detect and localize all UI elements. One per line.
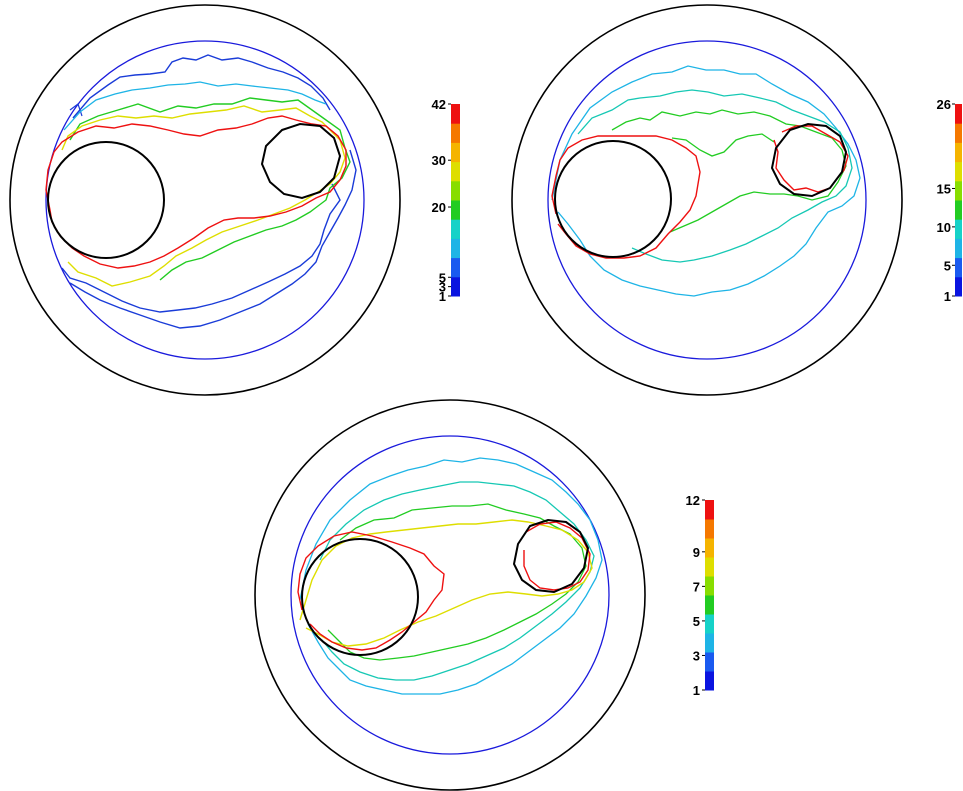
- colorbar-tick-label: 10: [937, 220, 951, 235]
- colorbar-segment: [451, 238, 460, 259]
- domain-boundary: [547, 40, 867, 360]
- colorbar-segment: [955, 276, 962, 297]
- contour-line-teal: [319, 481, 595, 681]
- colorbar-bottom: 12 9 7 5 3 1: [686, 493, 714, 698]
- panel-top-left: [9, 4, 401, 396]
- colorbar-tick-label: 1: [439, 289, 446, 304]
- colorbar-tick-label: 5: [693, 614, 700, 629]
- contour-line-blue: [69, 149, 357, 329]
- colorbar-tick-label: 26: [937, 97, 951, 112]
- colorbar-segment: [451, 123, 460, 143]
- contour-line-cyan: [551, 65, 861, 297]
- contour-line-red: [45, 115, 347, 269]
- contour-line-blue: [61, 183, 341, 313]
- contour-line-green: [327, 503, 587, 661]
- colorbar-segment: [705, 519, 714, 539]
- colorbar-top-left: 42 30 20 531: [432, 97, 460, 304]
- colorbar-tick-label: 1: [693, 683, 700, 698]
- colorbar-tick-label: 3: [439, 280, 446, 295]
- colorbar-tick-label: 12: [686, 493, 700, 508]
- colorbar-segment: [705, 538, 714, 558]
- contour-line-red: [551, 135, 701, 259]
- colorbar-segment: [705, 500, 714, 520]
- colorbar-segment: [705, 576, 714, 596]
- colorbar-segment: [955, 219, 962, 239]
- colorbar-segment: [705, 633, 714, 653]
- colorbar-tick-label: 20: [432, 200, 446, 215]
- colorbar-tick-label: 9: [693, 545, 700, 560]
- colorbar-segment: [451, 142, 460, 163]
- colorbar-segment: [955, 123, 962, 143]
- small-obstacle: [770, 122, 848, 198]
- colorbar-segment: [451, 276, 460, 297]
- large-obstacle: [301, 538, 419, 656]
- contour-line-cyan: [299, 457, 603, 695]
- contour-line-green: [69, 97, 351, 281]
- colorbar-segment: [451, 104, 460, 124]
- colorbar-segment: [451, 257, 460, 278]
- colorbar-segment: [955, 104, 962, 124]
- colorbar-segment: [955, 142, 962, 163]
- colorbar-segment: [705, 595, 714, 615]
- colorbar-tick-label: 5: [944, 258, 951, 273]
- colorbar-tick-label: 1: [944, 289, 951, 304]
- colorbar-segment: [705, 671, 714, 691]
- outer-ring: [511, 4, 903, 396]
- colorbar-segment: [955, 180, 962, 201]
- contour-line-red: [297, 531, 445, 651]
- colorbar-segment: [451, 161, 460, 182]
- colorbar-segment: [451, 219, 460, 239]
- contour-line-blue: [72, 54, 331, 119]
- contour-line-teal: [577, 89, 853, 263]
- outer-ring: [9, 4, 401, 396]
- colorbar-segment: [955, 257, 962, 278]
- colorbar-segment: [955, 238, 962, 259]
- colorbar-tick-label: 30: [432, 153, 446, 168]
- small-obstacle: [512, 518, 590, 594]
- contour-line-yellow: [61, 105, 346, 287]
- colorbar-top-right: 26 15 10 5 1: [937, 97, 962, 304]
- domain-boundary: [45, 40, 365, 360]
- contour-line-green: [611, 109, 847, 233]
- contour-line-yellow: [299, 519, 593, 647]
- colorbar-tick-label: 5: [439, 270, 446, 285]
- large-obstacle: [554, 140, 672, 258]
- colorbar-tick-label: 7: [693, 579, 700, 594]
- large-obstacle: [47, 141, 165, 259]
- contour-line-green: [671, 133, 775, 157]
- colorbar-tick-label: 42: [432, 97, 446, 112]
- colorbar-tick-label: 15: [937, 181, 951, 196]
- colorbar-segment: [705, 557, 714, 577]
- panel-top-right: [511, 4, 903, 396]
- colorbar-segment: [955, 161, 962, 182]
- panel-bottom: [254, 399, 646, 791]
- small-obstacle: [260, 122, 342, 200]
- domain-boundary: [290, 435, 610, 755]
- colorbar-segment: [955, 200, 962, 220]
- colorbar-segment: [451, 200, 460, 220]
- colorbar-segment: [705, 614, 714, 634]
- contour-line-red: [523, 521, 591, 591]
- outer-ring: [254, 399, 646, 791]
- colorbar-segment: [705, 652, 714, 672]
- colorbar-tick-label: 3: [693, 648, 700, 663]
- contour-line-cyan: [63, 81, 327, 131]
- colorbar-segment: [451, 180, 460, 201]
